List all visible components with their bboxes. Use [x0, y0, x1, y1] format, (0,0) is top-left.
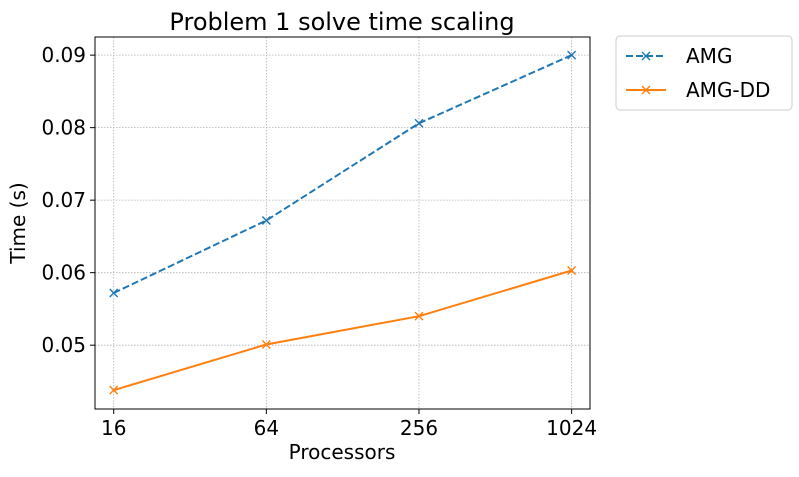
- legend-marker: [641, 51, 651, 61]
- chart-title: Problem 1 solve time scaling: [169, 8, 514, 36]
- data-point-marker: [109, 288, 119, 298]
- y-tick-label: 0.06: [41, 261, 86, 285]
- y-tick-label: 0.07: [41, 188, 86, 212]
- data-point-marker: [567, 266, 577, 275]
- series-line-amg: [113, 54, 573, 294]
- data-point-marker: [261, 215, 271, 225]
- legend-box: [615, 35, 793, 111]
- data-point-marker: [261, 339, 271, 349]
- x-axis-label: Processors: [289, 440, 396, 464]
- x-tick-label: 1024: [546, 416, 597, 440]
- data-point-marker: [414, 118, 424, 128]
- tick-layer: 16 64 256 1024 0.05 0.06 0.07 0.08 0.09: [41, 43, 597, 440]
- series-layer: [109, 50, 577, 395]
- plot-frame: [94, 36, 591, 410]
- x-tick-label: 256: [400, 416, 438, 440]
- x-tick-label: 16: [101, 416, 126, 440]
- legend-label: AMG: [686, 44, 732, 68]
- y-tick-label: 0.05: [41, 333, 86, 357]
- y-tick-label: 0.08: [41, 116, 86, 140]
- series-line-amg-dd: [113, 269, 572, 392]
- y-tick-label: 0.09: [41, 43, 86, 67]
- y-axis-label: Time (s): [6, 182, 30, 264]
- data-point-marker: [567, 50, 577, 60]
- x-tick-label: 64: [254, 416, 279, 440]
- data-point-marker: [414, 311, 424, 321]
- data-point-marker: [109, 385, 119, 395]
- legend: AMG AMG-DD: [615, 35, 793, 111]
- grid-layer: [95, 37, 590, 409]
- legend-label: AMG-DD: [686, 78, 770, 102]
- legend-marker: [641, 85, 651, 95]
